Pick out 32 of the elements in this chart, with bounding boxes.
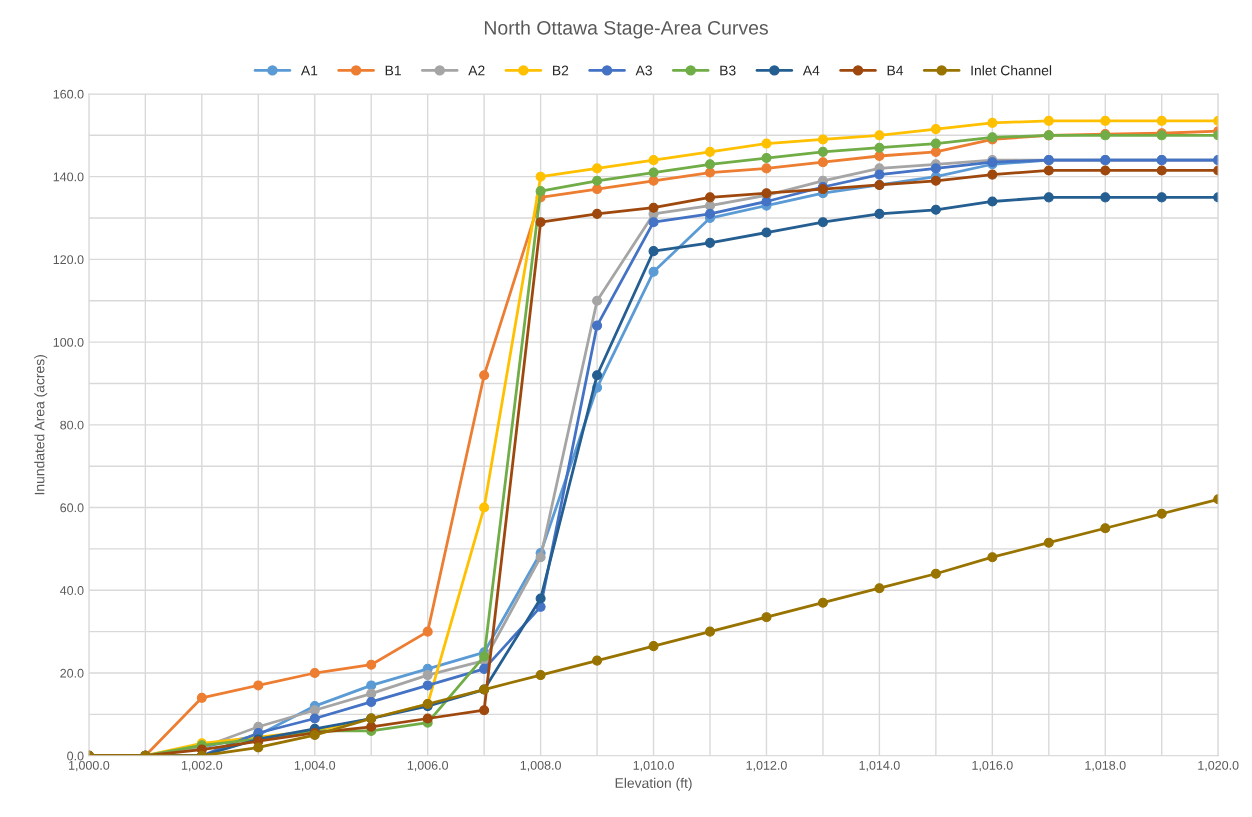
x-tick-label: 1,012.0 bbox=[746, 760, 787, 772]
x-tick-label: 1,000.0 bbox=[68, 760, 110, 772]
legend-label: B2 bbox=[553, 65, 569, 76]
legend-label: B4 bbox=[887, 65, 904, 76]
legend-label: Inlet Channel bbox=[971, 65, 1052, 76]
legend-label: B1 bbox=[385, 65, 401, 76]
y-tick-label: 100.0 bbox=[53, 337, 84, 347]
y-tick-label: 80.0 bbox=[60, 420, 84, 430]
x-tick-label: 1,018.0 bbox=[1085, 760, 1126, 772]
x-tick-label: 1,020.0 bbox=[1198, 760, 1239, 772]
legend-label: B3 bbox=[720, 65, 736, 76]
y-axis-title: Inundated Area (acres) bbox=[34, 355, 48, 495]
y-tick-label: 140.0 bbox=[53, 172, 84, 182]
x-axis-title: Elevation (ft) bbox=[615, 777, 692, 791]
chart-title: North Ottawa Stage-Area Curves bbox=[484, 20, 768, 39]
y-tick-label: 40.0 bbox=[59, 586, 84, 595]
x-tick-label: 1,010.0 bbox=[633, 760, 674, 772]
y-tick-label: 60.0 bbox=[60, 503, 84, 513]
legend-label: A3 bbox=[635, 65, 652, 76]
y-tick-label: 120.0 bbox=[53, 255, 84, 265]
y-tick-label: 160.0 bbox=[53, 89, 84, 99]
legend-label: A2 bbox=[468, 65, 485, 76]
x-tick-label: 1,016.0 bbox=[972, 760, 1013, 772]
x-tick-label: 1,002.0 bbox=[181, 760, 223, 772]
y-tick-label: 0.0 bbox=[67, 751, 84, 761]
legend-label: A4 bbox=[802, 65, 820, 76]
x-tick-label: 1,008.0 bbox=[520, 760, 561, 772]
x-tick-label: 1,004.0 bbox=[294, 760, 336, 772]
legend-label: A1 bbox=[300, 65, 318, 76]
y-tick-label: 20.0 bbox=[60, 668, 84, 678]
x-tick-label: 1,006.0 bbox=[407, 760, 449, 772]
x-tick-label: 1,014.0 bbox=[859, 760, 900, 772]
